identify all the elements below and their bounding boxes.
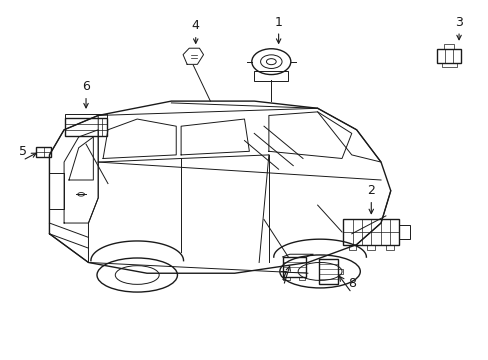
Bar [444, 44, 453, 49]
Bar [65, 114, 106, 118]
Text: 1: 1 [274, 16, 282, 29]
Bar [366, 246, 374, 250]
Bar [343, 219, 399, 246]
Bar [65, 118, 106, 135]
Bar [441, 63, 456, 67]
Text: 3: 3 [454, 16, 462, 29]
Bar [282, 257, 305, 276]
Text: 6: 6 [82, 80, 90, 93]
Text: 4: 4 [191, 19, 199, 32]
Text: 2: 2 [366, 184, 374, 197]
Bar [399, 225, 409, 239]
Bar [436, 49, 461, 63]
Bar [319, 259, 337, 284]
Text: 8: 8 [347, 278, 355, 291]
Bar [348, 246, 356, 250]
Bar [283, 276, 289, 280]
Bar [298, 276, 305, 280]
Bar [36, 147, 51, 157]
Text: 7: 7 [279, 270, 287, 283]
Bar [254, 71, 288, 81]
Text: 5: 5 [19, 145, 26, 158]
Bar [386, 246, 393, 250]
Bar [337, 269, 343, 274]
